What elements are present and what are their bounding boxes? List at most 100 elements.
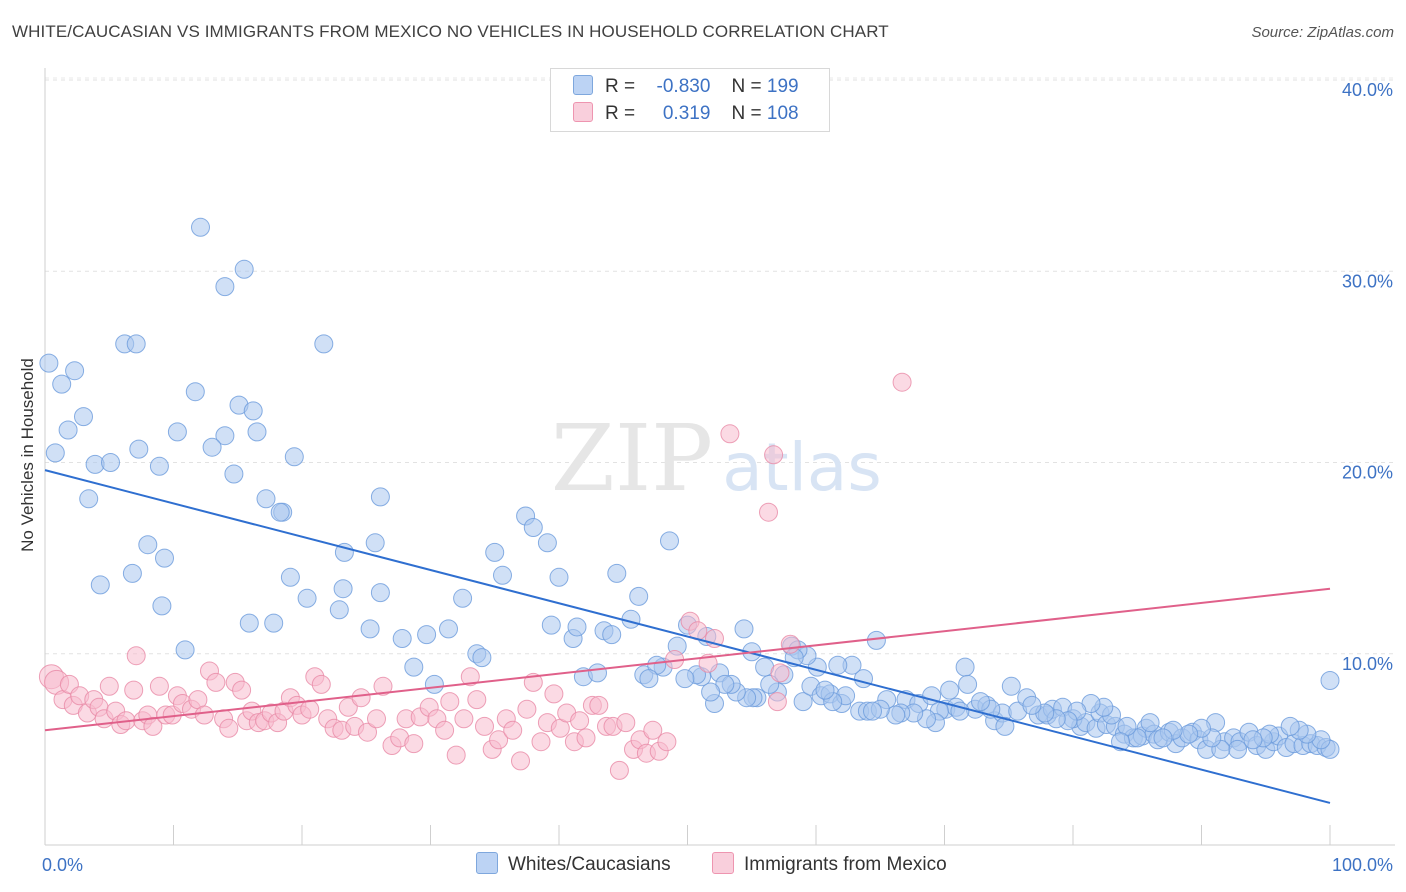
point-whites-34 [155, 548, 174, 568]
point-mexico-99 [698, 653, 718, 673]
chart-title: WHITE/CAUCASIAN VS IMMIGRANTS FROM MEXIC… [12, 22, 889, 41]
point-mexico-95 [657, 732, 677, 752]
point-whites-33 [122, 563, 142, 583]
point-mexico-101 [767, 692, 787, 712]
point-whites-10 [79, 489, 99, 509]
point-mexico-93 [643, 720, 663, 740]
point-mexico-78 [544, 684, 564, 704]
point-mexico-102 [780, 634, 800, 654]
point-whites-144 [1243, 730, 1263, 750]
watermark-atlas: atlas [722, 429, 882, 506]
point-whites-51 [453, 588, 473, 608]
series-swatch-whites [476, 852, 498, 874]
point-mexico-74 [517, 699, 537, 719]
point-whites-15 [224, 464, 244, 484]
point-mexico-70 [489, 730, 509, 750]
axes [44, 68, 1395, 846]
point-whites-164 [1001, 676, 1021, 696]
point-mexico-53 [367, 709, 386, 729]
point-mexico-67 [467, 690, 487, 710]
point-whites-41 [297, 588, 317, 608]
point-mexico-85 [589, 695, 609, 715]
point-whites-17 [243, 401, 263, 421]
point-mexico-30 [219, 718, 239, 738]
point-whites-24 [314, 334, 334, 354]
point-whites-141 [1280, 716, 1300, 736]
trend-line-mexico [44, 587, 1331, 732]
point-whites-11 [167, 422, 187, 442]
point-whites-66 [588, 663, 607, 683]
watermark-zip: ZIP [551, 405, 713, 512]
point-whites-39 [264, 613, 284, 633]
stats-legend: R = -0.830 N = 199 R = 0.319 N = 108 [550, 68, 830, 132]
point-whites-149 [1179, 724, 1199, 744]
point-mexico-76 [531, 732, 551, 752]
point-mexico-104 [892, 372, 912, 392]
point-whites-46 [392, 629, 412, 648]
point-mexico-52 [358, 722, 377, 742]
legend-swatch-whites [573, 75, 593, 95]
point-mexico-64 [446, 745, 466, 765]
point-whites-7 [101, 453, 120, 472]
point-whites-50 [439, 619, 458, 639]
y-tick-label-10: 10.0% [1342, 654, 1393, 674]
point-mexico-51 [351, 688, 371, 708]
point-whites-69 [660, 531, 679, 551]
point-mexico-65 [454, 709, 474, 729]
legend-n-label: N = [731, 76, 762, 97]
point-whites-59 [541, 615, 561, 635]
point-mexico-26 [194, 705, 214, 725]
point-mexico-105 [764, 445, 784, 465]
point-mexico-10 [99, 676, 119, 696]
point-whites-208 [1320, 671, 1340, 690]
series-swatch-mexico [712, 852, 734, 874]
point-whites-13 [215, 426, 235, 446]
point-mexico-68 [475, 716, 494, 736]
legend-row-whites: R = -0.830 N = 199 [573, 75, 799, 99]
point-whites-20 [215, 277, 235, 297]
point-whites-26 [256, 489, 276, 509]
point-whites-55 [493, 565, 512, 585]
point-whites-58 [537, 533, 557, 553]
point-whites-4 [58, 420, 78, 440]
point-whites-35 [90, 575, 110, 595]
legend-r-label: R = [605, 76, 636, 97]
point-mexico-14 [124, 680, 144, 700]
point-whites-155 [1111, 732, 1130, 752]
point-mexico-106 [720, 424, 740, 444]
point-whites-60 [549, 567, 569, 587]
point-whites-179 [863, 701, 882, 721]
legend-r-label: R = [605, 103, 636, 124]
point-whites-199 [701, 682, 721, 702]
point-whites-57 [523, 518, 543, 537]
point-mexico-19 [149, 676, 169, 696]
point-whites-5 [45, 443, 65, 463]
point-mexico-28 [206, 672, 226, 692]
point-whites-44 [360, 619, 380, 639]
point-whites-9 [149, 456, 169, 476]
tick-labels: 10.0% 20.0% 30.0% 40.0% 0.0% 100.0% [42, 80, 1393, 875]
legend-n-value-whites: 199 [766, 76, 799, 97]
point-whites-28 [270, 502, 290, 522]
series-label-whites: Whites/Caucasians [508, 854, 671, 875]
point-whites-170 [940, 680, 960, 700]
point-whites-12 [185, 382, 205, 402]
point-mexico-88 [609, 760, 629, 780]
point-whites-8 [129, 439, 149, 459]
point-whites-25 [284, 447, 304, 467]
point-whites-64 [602, 625, 622, 645]
series-label-mexico: Immigrants from Mexico [744, 854, 947, 875]
y-tick-label-20: 20.0% [1342, 463, 1393, 483]
point-whites-32 [138, 535, 158, 555]
point-whites-145 [1228, 739, 1247, 759]
trend-lines [44, 469, 1331, 804]
point-whites-37 [175, 640, 195, 660]
point-mexico-43 [300, 699, 320, 719]
point-whites-18 [247, 422, 267, 442]
point-whites-19 [191, 217, 210, 237]
legend-r-value-whites: -0.830 [656, 76, 711, 97]
point-whites-165 [995, 716, 1015, 736]
point-whites-183 [828, 655, 848, 675]
point-whites-152 [1140, 713, 1160, 733]
point-mexico-45 [311, 674, 331, 694]
